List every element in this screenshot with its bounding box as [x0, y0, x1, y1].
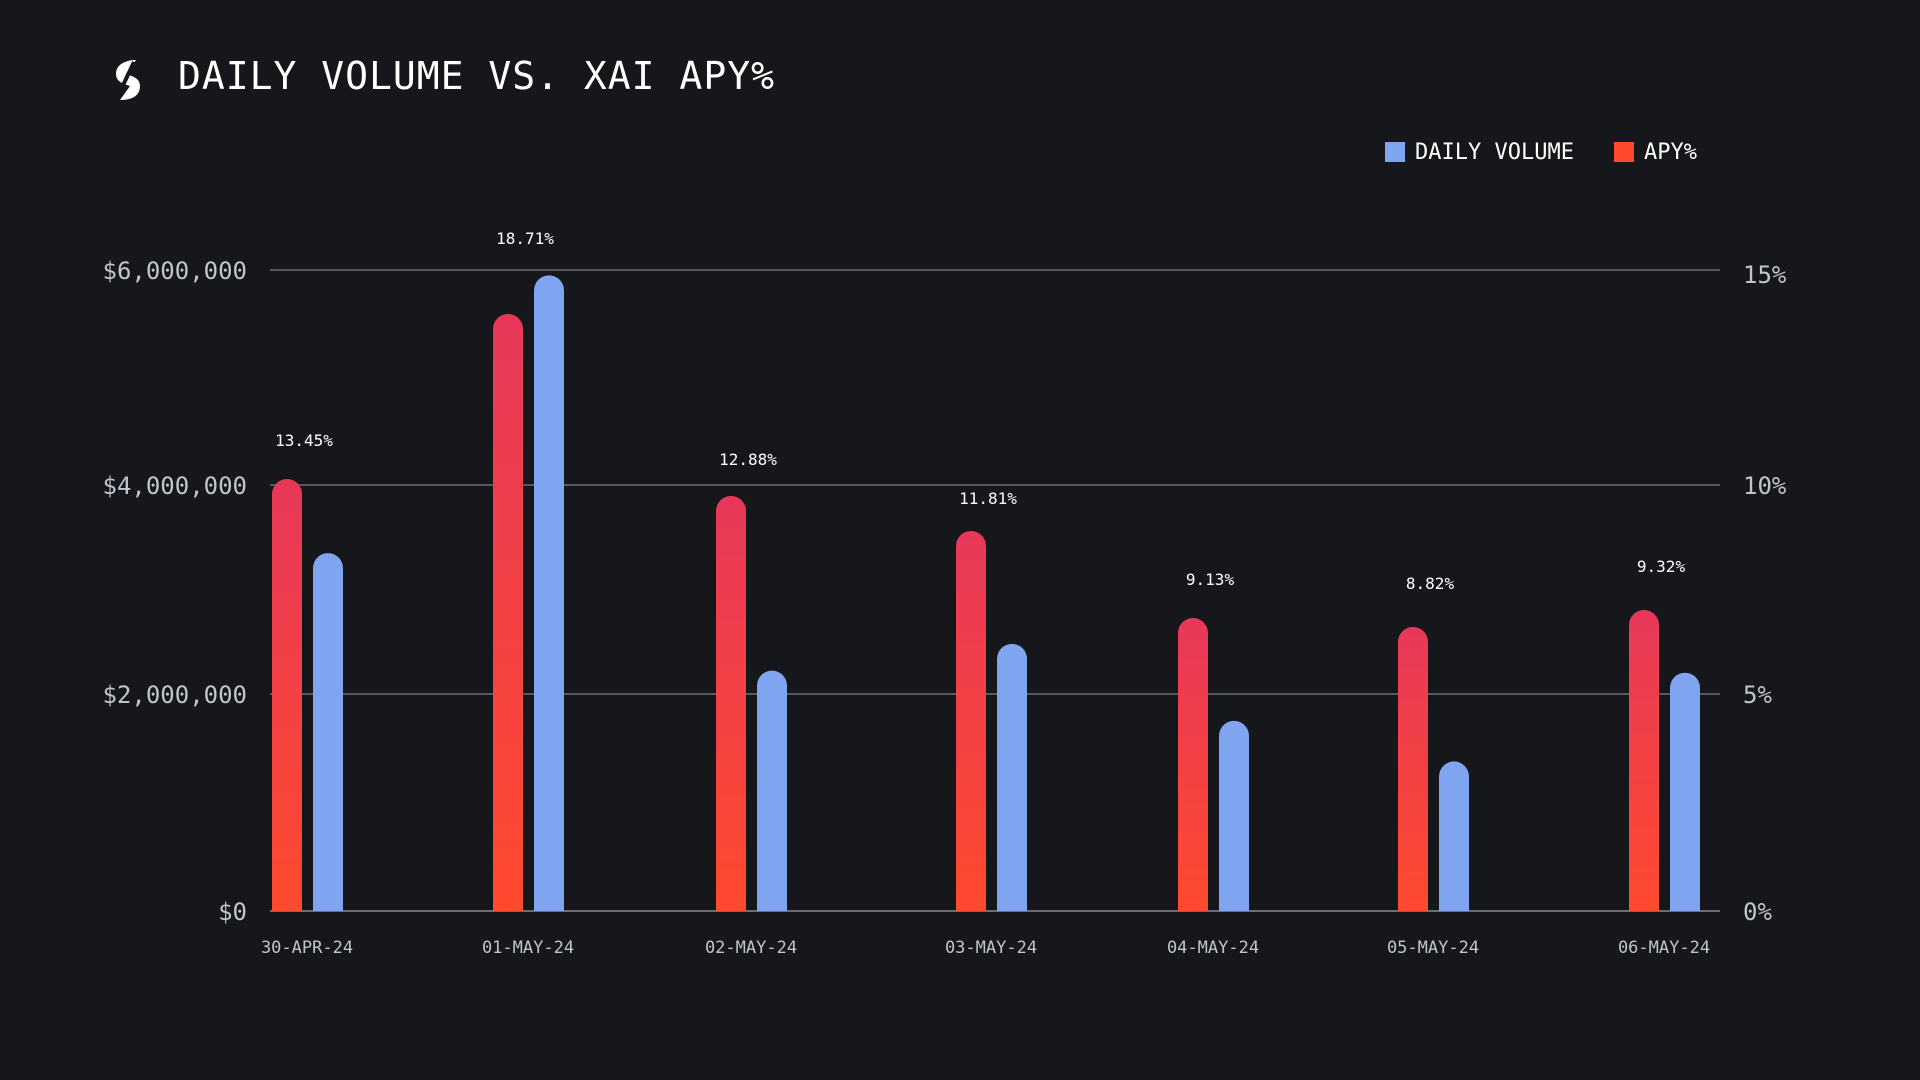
data-label-apy: 8.82%: [1406, 574, 1455, 593]
y-tick-label-right: 5%: [1743, 681, 1772, 709]
y-tick-label-left: $4,000,000: [103, 472, 248, 500]
bar-apy: [716, 496, 746, 911]
bar-daily-volume: [757, 670, 787, 911]
data-label-apy: 9.13%: [1186, 570, 1235, 589]
legend-label-volume: DAILY VOLUME: [1415, 140, 1574, 165]
legend-label-apy: APY%: [1643, 140, 1697, 165]
bar-apy: [493, 314, 523, 911]
bar-apy: [956, 531, 986, 911]
y-tick-label-left: $6,000,000: [103, 257, 248, 285]
y-tick-label-right: 10%: [1743, 472, 1787, 500]
bar-apy: [1398, 627, 1428, 911]
x-tick-label: 02-MAY-24: [705, 938, 797, 958]
bar-daily-volume: [1670, 672, 1700, 911]
legend-item-apy: APY%: [1613, 140, 1697, 165]
bar-daily-volume: [534, 275, 564, 912]
legend-item-daily-volume: DAILY VOLUME: [1385, 140, 1574, 165]
bar-apy: [1178, 618, 1208, 911]
y-tick-label-right: 15%: [1743, 261, 1787, 289]
data-label-apy: 12.88%: [719, 450, 777, 469]
slash-logo-icon: [116, 60, 140, 100]
x-tick-label: 06-MAY-24: [1618, 938, 1710, 958]
legend-swatch-volume: [1385, 142, 1405, 162]
chart-title: DAILY VOLUME VS. XAI APY%: [178, 54, 775, 98]
legend-swatch-apy: [1613, 142, 1634, 162]
y-tick-label-left: $0: [218, 898, 247, 926]
data-label-apy: 18.71%: [496, 229, 554, 248]
bar-daily-volume: [1439, 761, 1469, 911]
bar-apy: [1629, 610, 1659, 911]
y-tick-label-right: 0%: [1743, 898, 1772, 926]
chart-legend: DAILY VOLUME APY%: [1385, 140, 1697, 165]
y-tick-label-left: $2,000,000: [103, 681, 248, 709]
data-label-apy: 9.32%: [1637, 557, 1686, 576]
data-label-apy: 13.45%: [275, 431, 333, 450]
bar-daily-volume: [1219, 720, 1249, 911]
bar-apy: [272, 479, 302, 911]
x-tick-label: 01-MAY-24: [482, 938, 574, 958]
x-tick-label: 30-APR-24: [261, 938, 353, 958]
x-tick-label: 04-MAY-24: [1167, 938, 1259, 958]
x-tick-label: 05-MAY-24: [1387, 938, 1479, 958]
bar-daily-volume: [997, 643, 1027, 911]
bar-daily-volume: [313, 553, 343, 911]
x-tick-label: 03-MAY-24: [945, 938, 1037, 958]
data-label-apy: 11.81%: [959, 489, 1017, 508]
